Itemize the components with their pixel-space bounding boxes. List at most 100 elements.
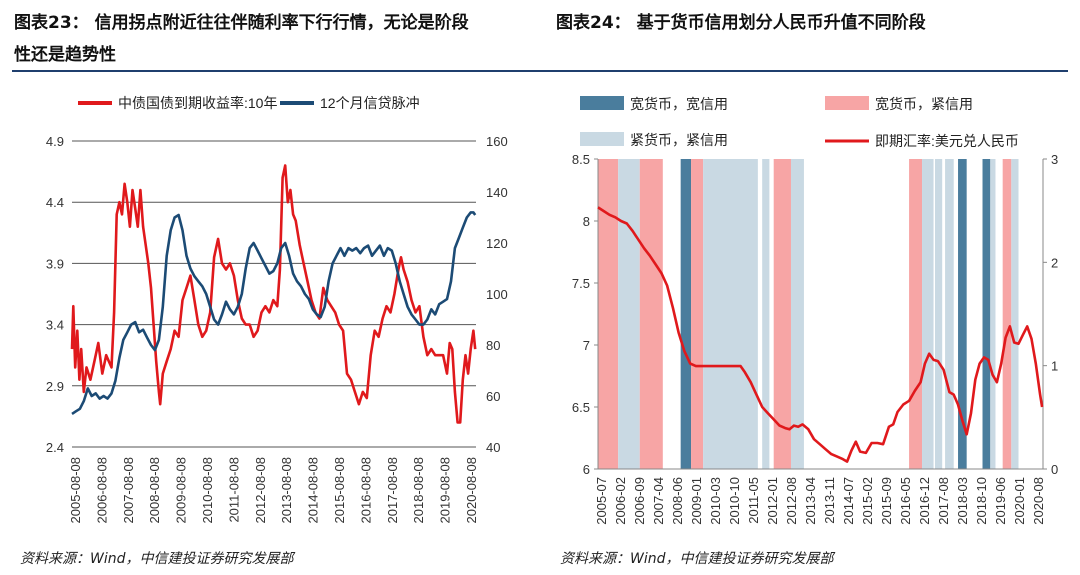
y-right-tick: 140 (486, 185, 508, 200)
x-tick-label: 2013-11 (822, 477, 837, 524)
x-tick-label: 2008-06 (670, 477, 685, 525)
x-tick-label: 2005-07 (594, 477, 609, 525)
regime-band (945, 159, 954, 469)
x-tick-label: 2014-07 (841, 477, 856, 525)
y-right-tick: 100 (486, 287, 508, 302)
legend-label: 宽货币，紧信用 (875, 96, 973, 112)
x-tick-label: 2015-09 (879, 477, 894, 525)
x-tick-label: 2007-08-08 (121, 457, 136, 524)
x-tick-label: 2020-01 (1012, 477, 1027, 525)
legend-label: 宽货币，宽信用 (630, 96, 728, 112)
regime-band (618, 159, 640, 469)
legend-swatch (580, 96, 624, 110)
x-tick-label: 2011-08-08 (226, 457, 241, 523)
regime-band (790, 159, 804, 469)
x-tick-label: 2009-08-08 (174, 457, 189, 524)
y-right-tick: 160 (486, 134, 508, 149)
x-tick-label: 2015-02 (860, 477, 875, 525)
x-tick-label: 2010-03 (708, 477, 723, 525)
regime-band (934, 159, 943, 469)
y-left-tick: 2.9 (46, 379, 64, 394)
regime-band (958, 159, 967, 469)
regime-band (703, 159, 758, 469)
regime-band (922, 159, 934, 469)
y-left-tick: 4.9 (46, 134, 64, 149)
regime-band (680, 159, 692, 469)
regime-band (773, 159, 791, 469)
regime-band (982, 159, 991, 469)
x-tick-label: 2018-08-08 (411, 457, 426, 524)
y-right-tick: 1 (1051, 359, 1058, 374)
y-right-tick: 2 (1051, 255, 1058, 270)
x-tick-label: 2012-01 (765, 477, 780, 525)
legend-label: 12个月信贷脉冲 (320, 95, 420, 111)
left-title-line1: 图表23： 信用拐点附近往往伴随利率下行行情，无论是阶段 (14, 13, 469, 33)
y-right-tick: 80 (486, 338, 500, 353)
x-tick-label: 2018-10 (974, 477, 989, 525)
x-tick-label: 2013-04 (803, 477, 818, 525)
legend-swatch (825, 96, 869, 110)
title-rule (12, 70, 1068, 72)
x-tick-label: 2020-08-08 (464, 457, 479, 524)
y-right-tick: 60 (486, 389, 500, 404)
x-tick-label: 2020-08 (1031, 477, 1046, 525)
y-left-tick: 7.5 (572, 276, 590, 291)
x-tick-label: 2015-08-08 (332, 457, 347, 524)
x-tick-label: 2019-06 (993, 477, 1008, 525)
y-right-tick: 120 (486, 236, 508, 251)
x-tick-label: 2019-08-08 (438, 457, 453, 524)
regime-band (598, 159, 619, 469)
legend-label: 紧货币，紧信用 (630, 132, 728, 148)
y-right-tick: 3 (1051, 152, 1058, 167)
regime-band (909, 159, 923, 469)
right-source: 资料来源：Wind，中信建投证券研究发展部 (560, 551, 834, 567)
right-title: 图表24： 基于货币信用划分人民币升值不同阶段 (556, 13, 926, 33)
x-tick-label: 2017-08 (936, 477, 951, 525)
series-line-credit-impulse (71, 211, 477, 415)
left-source: 资料来源：Wind，中信建投证券研究发展部 (20, 551, 294, 567)
y-left-tick: 2.4 (46, 440, 64, 455)
x-tick-label: 2012-08 (784, 477, 799, 525)
x-tick-label: 2009-01 (689, 477, 704, 525)
x-tick-label: 2016-05 (898, 477, 913, 525)
y-left-tick: 6 (583, 462, 590, 477)
legend-label: 即期汇率:美元兑人民币 (875, 133, 1019, 149)
series-line-usdcny (597, 206, 1044, 463)
left-title-line2: 性还是趋势性 (14, 45, 116, 65)
y-left-tick: 7 (583, 338, 590, 353)
y-left-tick: 8 (583, 214, 590, 229)
regime-band (762, 159, 770, 469)
x-tick-label: 2013-08-08 (279, 457, 294, 524)
regime-band (1002, 159, 1012, 469)
x-tick-label: 2012-08-08 (253, 457, 268, 524)
x-tick-label: 2008-08-08 (147, 457, 162, 524)
series-line-yield (70, 164, 477, 424)
y-left-tick: 3.4 (46, 318, 64, 333)
x-tick-label: 2006-02 (613, 477, 628, 525)
y-left-tick: 4.4 (46, 195, 64, 210)
x-tick-label: 2014-08-08 (306, 457, 321, 524)
y-left-tick: 3.9 (46, 256, 64, 271)
y-right-tick: 40 (486, 440, 500, 455)
x-tick-label: 2011-05 (746, 477, 761, 524)
x-tick-label: 2017-08-08 (385, 457, 400, 524)
left-chart: 中债国债到期收益率:10年 12个月信贷脉冲 4.9 4.4 3.9 3.4 2.9 2.4 1… (46, 95, 508, 524)
y-left-tick: 8.5 (572, 152, 590, 167)
regime-band (639, 159, 663, 469)
x-tick-label: 2016-12 (917, 477, 932, 525)
legend-label: 中债国债到期收益率:10年 (118, 95, 277, 111)
regime-band (691, 159, 704, 469)
x-tick-label: 2010-10 (727, 477, 742, 525)
x-tick-label: 2006-08-08 (94, 457, 109, 524)
x-tick-label: 2018-03 (955, 477, 970, 525)
x-tick-label: 2007-04 (651, 477, 666, 525)
y-right-tick: 0 (1051, 462, 1058, 477)
legend-swatch (580, 132, 624, 146)
y-left-tick: 6.5 (572, 400, 590, 415)
x-tick-label: 2010-08-08 (200, 457, 215, 524)
x-tick-label: 2005-08-08 (68, 457, 83, 524)
regime-band (1011, 159, 1019, 469)
regime-band (990, 159, 996, 469)
x-tick-label: 2006-09 (632, 477, 647, 525)
